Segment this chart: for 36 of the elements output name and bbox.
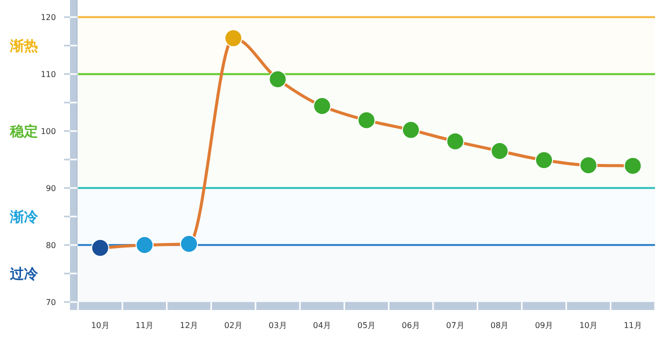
x-tick-label: 06月	[402, 321, 420, 330]
point	[268, 70, 287, 88]
x-tick-label: 10月	[579, 321, 598, 330]
point	[446, 132, 464, 150]
band-label: 稳定	[9, 123, 38, 140]
x-tick-label: 09月	[534, 321, 554, 330]
point	[490, 142, 509, 160]
band-label: 渐热	[9, 38, 38, 55]
x-tick-label: 04月	[313, 321, 332, 330]
x-tick-label: 11月	[135, 321, 154, 330]
band-label: 过冷	[9, 266, 39, 283]
point	[624, 156, 642, 175]
point	[136, 236, 154, 254]
x-tick-label: 12月	[180, 321, 198, 330]
x-tick-label: 10月	[91, 321, 110, 330]
x-tick-label: 02月	[224, 321, 242, 330]
x-tick-label: 07月	[446, 321, 464, 330]
point	[224, 29, 242, 48]
point	[535, 151, 554, 170]
x-tick-label: 11月	[624, 321, 642, 330]
x-tick-label: 05月	[357, 321, 376, 330]
y-tick-label: 90	[46, 184, 56, 194]
x-tick-label: 03月	[268, 321, 287, 330]
y-tick-label: 120	[40, 13, 56, 22]
y-tick-label: 100	[40, 127, 56, 136]
band-label: 渐冷	[9, 210, 39, 226]
point	[180, 234, 198, 253]
point	[358, 111, 376, 130]
y-tick-label: 110	[40, 70, 56, 80]
x-tick-label: 08月	[490, 321, 509, 330]
point	[313, 96, 332, 115]
y-tick-label: 70	[46, 298, 56, 307]
point	[579, 156, 598, 174]
y-tick-label: 80	[46, 241, 56, 250]
point	[91, 238, 110, 257]
point	[402, 120, 420, 139]
